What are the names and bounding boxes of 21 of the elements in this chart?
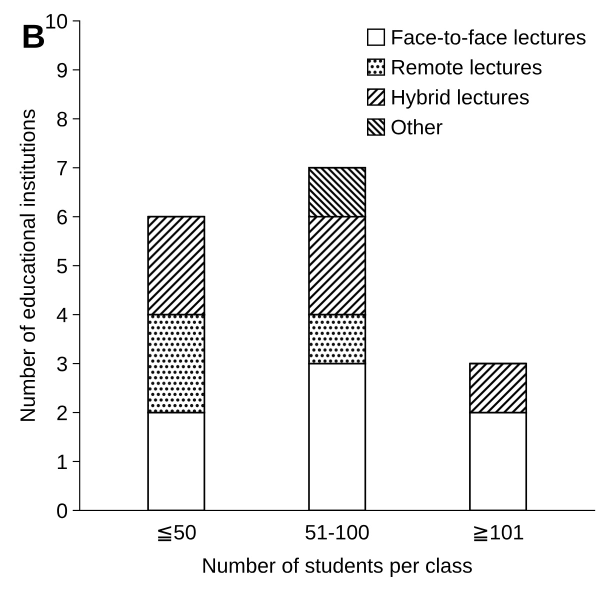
y-tick-label: 2 bbox=[57, 406, 67, 420]
x-tick-label: 51-100 bbox=[306, 524, 369, 540]
y-tick-label: 10 bbox=[46, 14, 68, 29]
y-tick-label: 6 bbox=[57, 210, 67, 224]
y-tick-label: 7 bbox=[57, 160, 67, 176]
y-tick-label: 3 bbox=[57, 356, 67, 372]
y-tick-label: 4 bbox=[56, 308, 68, 322]
x-tick-label: ≧101 bbox=[474, 524, 524, 542]
x-tick-label: ≦50 bbox=[158, 524, 196, 542]
legend-label: Remote lectures bbox=[392, 59, 542, 75]
y-tick-label: 5 bbox=[57, 258, 68, 274]
legend-label: Hybrid lectures bbox=[392, 89, 529, 109]
y-tick-label: 8 bbox=[57, 112, 67, 127]
text: B bbox=[24, 24, 44, 48]
y-tick-label: 1 bbox=[58, 454, 67, 470]
y-axis-title: Number of educational institutions bbox=[20, 109, 36, 421]
y-tick-label: 0 bbox=[57, 503, 68, 518]
legend-label: Face-to-face lectures bbox=[392, 29, 586, 45]
legend-label: Other bbox=[392, 119, 442, 134]
x-axis-title: Number of students per class bbox=[203, 558, 472, 578]
y-tick-label: 9 bbox=[57, 62, 67, 78]
